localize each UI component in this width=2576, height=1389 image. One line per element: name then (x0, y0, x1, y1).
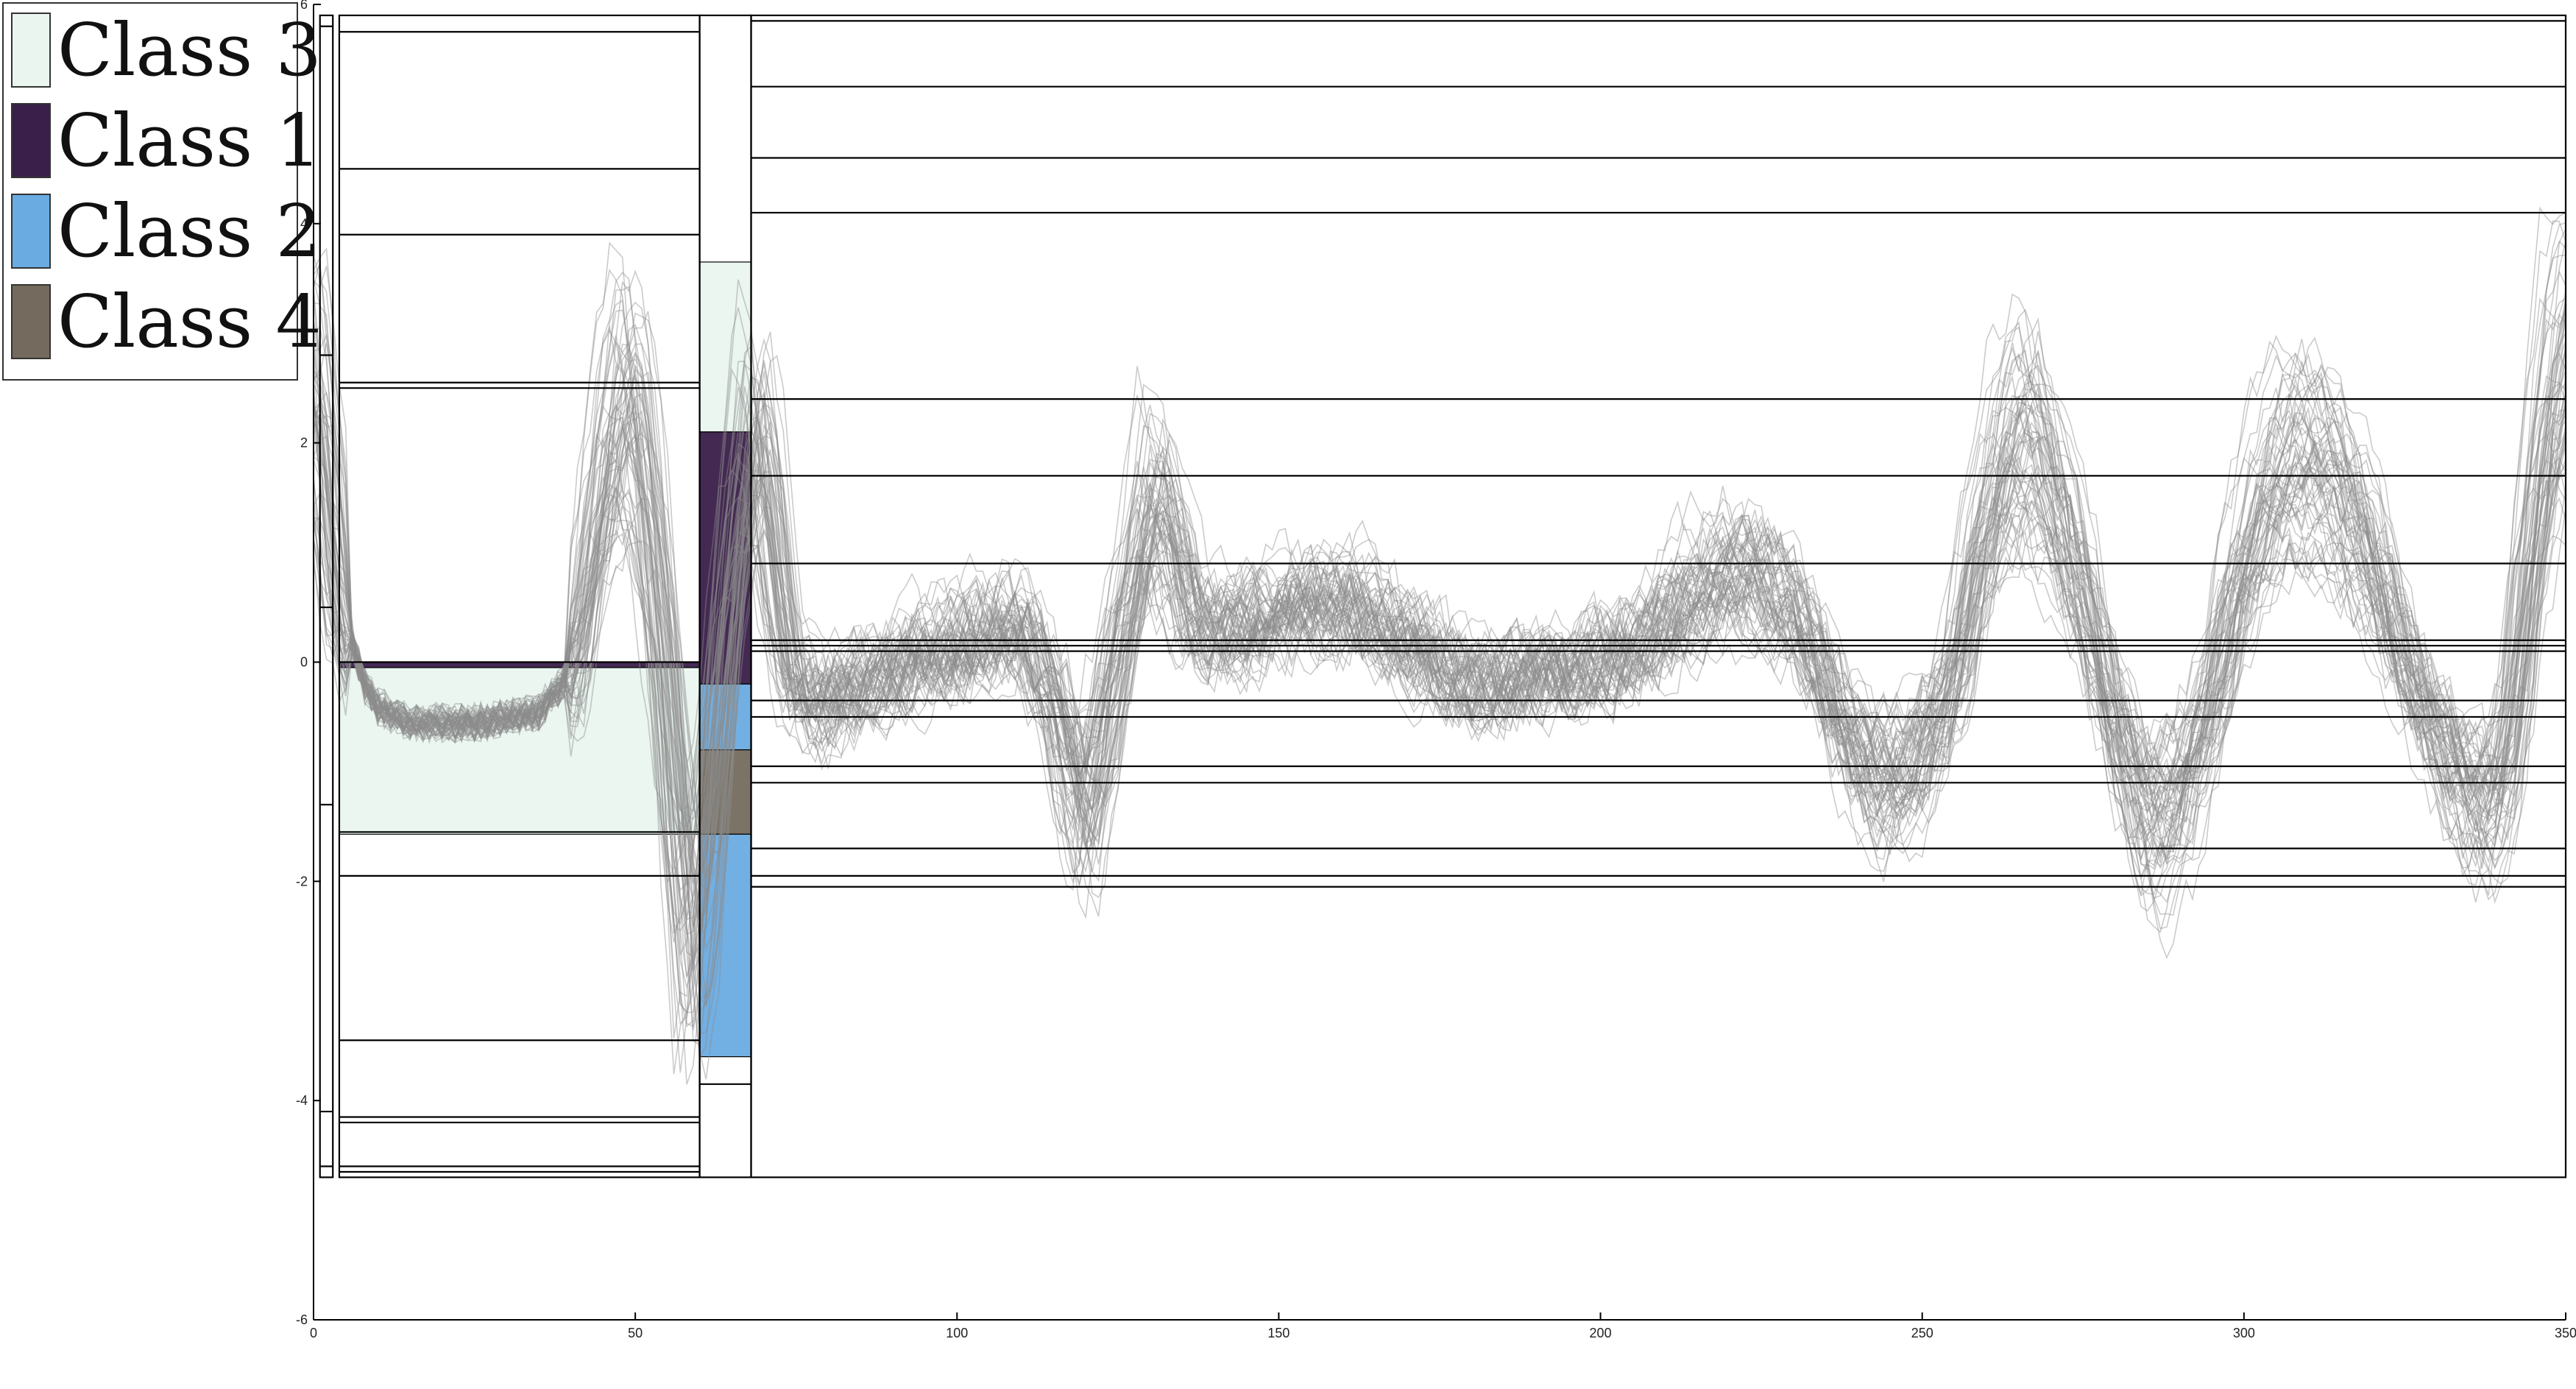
series-line-30 (313, 459, 2566, 827)
legend-swatch-2 (11, 103, 51, 178)
series-line-33 (313, 333, 2566, 895)
boundary-lines-layer (319, 14, 2567, 1178)
y-tick-label-2: 2 (300, 436, 308, 450)
series-line-44 (313, 439, 2566, 884)
legend-swatch-4 (11, 284, 51, 359)
series-line-47 (313, 485, 2566, 820)
series-line-49 (313, 417, 2566, 964)
series-line-38 (313, 292, 2566, 1014)
series-line-13 (313, 266, 2566, 1006)
series-line-12 (313, 228, 2566, 1085)
x-tick-label-100: 100 (946, 1326, 968, 1340)
series-line-11 (313, 480, 2566, 877)
series-line-1 (313, 302, 2566, 973)
series-line-35 (313, 240, 2566, 1046)
series-line-4 (313, 399, 2566, 876)
y-tick-label--4: -4 (296, 1093, 308, 1108)
x-tick-label-250: 250 (1911, 1326, 1933, 1340)
x-tick-label-0: 0 (310, 1326, 317, 1340)
legend-swatch-3 (11, 194, 51, 269)
series-line-56 (313, 263, 2566, 1061)
series-line-45 (313, 220, 2566, 1039)
series-line-43 (313, 456, 2566, 859)
x-tick-label-200: 200 (1590, 1326, 1612, 1340)
series-line-52 (313, 322, 2566, 978)
series-line-17 (313, 453, 2566, 879)
series-line-5 (313, 396, 2566, 874)
y-tick-label-4: 4 (300, 216, 308, 231)
series-line-41 (313, 421, 2566, 918)
legend-swatch-1 (11, 13, 51, 88)
x-tick-label-50: 50 (628, 1326, 643, 1340)
class-regions-layer (339, 261, 752, 1058)
class-region-class-3-0 (339, 667, 701, 835)
series-line-24 (313, 410, 2566, 939)
series-line-39 (313, 352, 2566, 927)
legend-label-1: Class 3 (57, 9, 322, 93)
y-tick-labels: -6 -4 -2 0 2 4 6 (296, 0, 321, 1327)
x-tick-labels: 0 50 100 150 200 250 300 350 (310, 1312, 2576, 1340)
series-line-40 (313, 383, 2566, 925)
class-region-class-2-6 (698, 833, 752, 1058)
series-line-3 (313, 408, 2566, 1005)
series-line-55 (313, 270, 2566, 1028)
series-line-23 (313, 471, 2566, 838)
series-line-59 (313, 314, 2566, 923)
x-tick-label-350: 350 (2555, 1326, 2576, 1340)
series-line-28 (313, 278, 2566, 1014)
series-line-19 (313, 401, 2566, 892)
y-tick-label--6: -6 (296, 1312, 308, 1327)
series-line-51 (313, 408, 2566, 891)
series-line-26 (313, 382, 2566, 932)
series-line-48 (313, 206, 2566, 1075)
series-line-42 (313, 247, 2566, 1035)
series-line-31 (313, 222, 2566, 990)
series-line-29 (313, 464, 2566, 886)
series-line-46 (313, 375, 2566, 934)
boundary-column-1 (319, 14, 334, 1178)
y-tick-label--2: -2 (296, 874, 308, 888)
series-line-20 (313, 297, 2566, 943)
x-tick-label-150: 150 (1267, 1326, 1289, 1340)
series-line-34 (313, 391, 2566, 880)
series-line-14 (313, 254, 2566, 1073)
legend-label-3: Class 2 (57, 190, 322, 274)
legend-label-2: Class 1 (57, 99, 322, 183)
legend-box (2, 2, 298, 381)
series-line-22 (313, 308, 2566, 1025)
x-tick-label-300: 300 (2233, 1326, 2255, 1340)
legend-label-4: Class 4 (57, 280, 322, 364)
series-line-27 (313, 313, 2566, 1031)
series-line-16 (313, 298, 2566, 1028)
y-tick-label-0: 0 (300, 655, 308, 670)
series-line-57 (313, 332, 2566, 957)
series-line-36 (313, 340, 2566, 958)
plot-area (313, 14, 2567, 1178)
series-line-50 (313, 367, 2566, 1000)
boundary-column-4 (750, 14, 2567, 1178)
series-line-53 (313, 370, 2566, 920)
series-line-2 (313, 497, 2566, 841)
series-line-54 (313, 409, 2566, 970)
series-line-6 (313, 254, 2566, 1080)
series-line-21 (313, 240, 2566, 1014)
series-line-58 (313, 393, 2566, 951)
series-line-60 (313, 386, 2566, 936)
series-line-25 (313, 427, 2566, 850)
series-line-10 (313, 406, 2566, 885)
y-tick-label-6: 6 (300, 0, 308, 12)
boundary-column-2 (338, 14, 701, 1178)
series-line-8 (313, 342, 2566, 929)
series-line-32 (313, 349, 2566, 928)
series-line-9 (313, 488, 2566, 879)
